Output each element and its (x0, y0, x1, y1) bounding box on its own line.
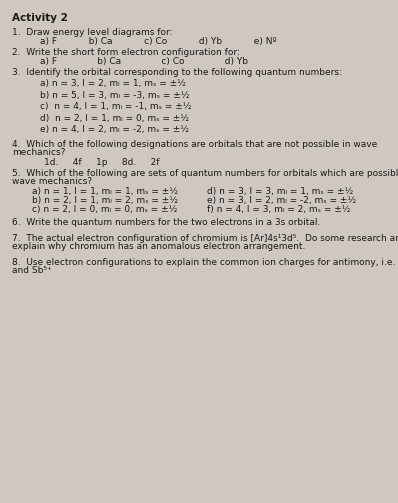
Text: a) n = 1, l = 1, mₗ = 1, mₛ = ±½: a) n = 1, l = 1, mₗ = 1, mₛ = ±½ (32, 187, 178, 196)
Text: d)  n = 2, l = 1, mₗ = 0, mₛ = ±½: d) n = 2, l = 1, mₗ = 0, mₛ = ±½ (40, 114, 189, 123)
Text: c) n = 2, l = 0, mₗ = 0, mₛ = ±½: c) n = 2, l = 0, mₗ = 0, mₛ = ±½ (32, 205, 177, 214)
Text: 6.  Write the quantum numbers for the two electrons in a 3s orbital.: 6. Write the quantum numbers for the two… (12, 218, 320, 227)
Text: a) F           b) Ca           c) Co           d) Yb           e) Nº: a) F b) Ca c) Co d) Yb e) Nº (40, 37, 277, 46)
Text: e) n = 3, l = 2, mₗ = -2, mₛ = ±½: e) n = 3, l = 2, mₗ = -2, mₛ = ±½ (207, 196, 356, 205)
Text: mechanics?: mechanics? (12, 148, 65, 157)
Text: wave mechanics?: wave mechanics? (12, 177, 92, 186)
Text: c)  n = 4, l = 1, mₗ = -1, mₛ = ±½: c) n = 4, l = 1, mₗ = -1, mₛ = ±½ (40, 102, 191, 111)
Text: 2.  Write the short form electron configuration for:: 2. Write the short form electron configu… (12, 48, 240, 57)
Text: d) n = 3, l = 3, mₗ = 1, mₛ = ±½: d) n = 3, l = 3, mₗ = 1, mₛ = ±½ (207, 187, 353, 196)
Text: 1.  Draw energy level diagrams for:: 1. Draw energy level diagrams for: (12, 28, 172, 37)
Text: 3.  Identify the orbital corresponding to the following quantum numbers:: 3. Identify the orbital corresponding to… (12, 68, 342, 77)
Text: explain why chromium has an anomalous electron arrangement.: explain why chromium has an anomalous el… (12, 242, 305, 252)
Text: Activity 2: Activity 2 (12, 13, 68, 23)
Text: a) n = 3, l = 2, mₗ = 1, mₛ = ±½: a) n = 3, l = 2, mₗ = 1, mₛ = ±½ (40, 79, 186, 88)
Text: 1d.     4f     1p     8d.     2f: 1d. 4f 1p 8d. 2f (44, 158, 159, 167)
Text: and Sb⁵⁺: and Sb⁵⁺ (12, 266, 52, 275)
Text: f) n = 4, l = 3, mₗ = 2, mₛ = ±½: f) n = 4, l = 3, mₗ = 2, mₛ = ±½ (207, 205, 351, 214)
Text: e) n = 4, l = 2, mₗ = -2, mₛ = ±½: e) n = 4, l = 2, mₗ = -2, mₛ = ±½ (40, 125, 189, 134)
Text: 4.  Which of the following designations are orbitals that are not possible in wa: 4. Which of the following designations a… (12, 140, 377, 149)
Text: a) F              b) Ca              c) Co              d) Yb: a) F b) Ca c) Co d) Yb (40, 57, 248, 66)
Text: 7.  The actual electron configuration of chromium is [Ar]4s¹3d⁵.  Do some resear: 7. The actual electron configuration of … (12, 234, 398, 243)
Text: 5.  Which of the following are sets of quantum numbers for orbitals which are po: 5. Which of the following are sets of qu… (12, 169, 398, 178)
Text: b) n = 5, l = 3, mₗ = -3, mₛ = ±½: b) n = 5, l = 3, mₗ = -3, mₛ = ±½ (40, 91, 189, 100)
Text: b) n = 2, l = 1, mₗ = 2, mₛ = ±½: b) n = 2, l = 1, mₗ = 2, mₛ = ±½ (32, 196, 178, 205)
Text: 8.  Use electron configurations to explain the common ion charges for antimony, : 8. Use electron configurations to explai… (12, 258, 398, 267)
